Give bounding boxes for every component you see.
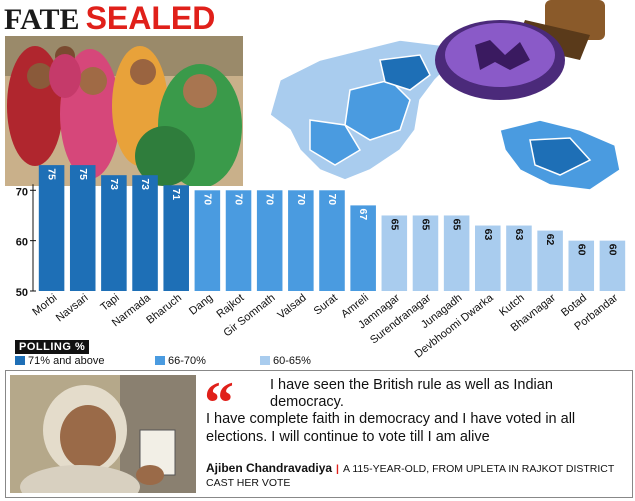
category-label: Navsari: [54, 292, 91, 324]
legend: POLLING % 71% and above 66-70% 60-65%: [5, 340, 425, 370]
bar-morbi: [38, 165, 65, 291]
bar-value-label: 70: [295, 193, 307, 205]
bar-valsad: [288, 190, 314, 291]
bar-value-label: 75: [77, 168, 89, 180]
bar-gir-somnath: [256, 190, 283, 291]
bar-narmada: [132, 175, 158, 291]
polling-chart-svg: 50607075Morbi75Navsari73Tapi73Narmada71B…: [16, 165, 626, 360]
legend-label-high: 71% and above: [28, 355, 105, 367]
bar-value-label: 71: [170, 188, 182, 200]
bar-value-label: 70: [201, 193, 213, 205]
legend-swatch-mid: [155, 356, 165, 365]
bar-value-label: 65: [451, 219, 463, 231]
y-tick-label: 50: [16, 287, 28, 299]
voters-photo: [5, 36, 243, 186]
quote-mark: “: [204, 370, 234, 436]
bar-value-label: 70: [326, 193, 338, 205]
headline-fate: FATE: [4, 3, 80, 36]
bar-tapi: [101, 175, 127, 291]
quote-line-1: I have seen the British rule as well as …: [270, 377, 553, 410]
category-label: Valsad: [275, 292, 308, 322]
legend-title: POLLING %: [15, 340, 90, 354]
category-label: Bharuch: [144, 292, 184, 327]
category-label: Tapi: [98, 292, 121, 314]
bar-surat: [319, 190, 345, 291]
bar-value-label: 70: [264, 193, 276, 205]
bar-botad: [568, 240, 595, 291]
bar-dang: [194, 190, 221, 291]
bar-value-label: 73: [108, 178, 120, 190]
legend-item-low: 60-65%: [260, 355, 311, 367]
headline: FATE SEALED: [4, 0, 216, 36]
voter-portrait: [10, 375, 196, 493]
bar-value-label: 60: [606, 244, 618, 256]
bar-value-label: 73: [139, 178, 151, 190]
bar-navsari: [69, 165, 96, 291]
bar-value-label: 67: [357, 209, 369, 221]
bar-junagadh: [443, 215, 470, 291]
quote-author-description: A 115-YEAR-OLD, FROM UPLETA IN RAJKOT DI…: [206, 463, 615, 489]
bar-value-label: 65: [388, 219, 400, 231]
bar-surendranagar: [412, 215, 439, 291]
quote-author-name: Ajiben Chandravadiya: [206, 461, 333, 475]
bar-jamnagar: [381, 215, 408, 291]
legend-swatch-low: [260, 356, 270, 365]
attribution-divider: |: [336, 463, 339, 475]
stamp-illustration: [415, 0, 635, 120]
stamp-graphic: [435, 0, 605, 100]
bar-bharuch: [163, 185, 189, 291]
quote-box: “ I have seen the British rule as well a…: [5, 370, 633, 498]
bar-value-label: 63: [482, 229, 494, 241]
category-label: Surat: [312, 292, 340, 318]
quote-body: I have complete faith in democracy and I…: [206, 411, 576, 445]
bar-kutch: [506, 225, 532, 291]
legend-label-low: 60-65%: [273, 355, 311, 367]
quote-attribution: Ajiben Chandravadiya | A 115-YEAR-OLD, FRO…: [206, 461, 626, 490]
bar-value-label: 70: [233, 193, 245, 205]
bar-value-label: 62: [544, 234, 556, 246]
bar-value-label: 60: [575, 244, 587, 256]
bar-bhavnagar: [537, 230, 563, 291]
legend-swatch-high: [15, 356, 25, 365]
voters-photo-illustration: [5, 36, 243, 186]
bar-value-label: 65: [419, 219, 431, 231]
legend-item-mid: 66-70%: [155, 355, 206, 367]
bar-value-label: 63: [513, 229, 525, 241]
y-tick-label: 60: [16, 237, 28, 249]
legend-item-high: 71% and above: [15, 355, 104, 367]
bar-amreli: [350, 205, 376, 291]
bar-value-label: 75: [46, 168, 58, 180]
headline-sealed: SEALED: [85, 0, 216, 36]
gujarat-map-illustration: [269, 39, 621, 191]
voter-portrait-illustration: [10, 375, 196, 493]
bar-devbhoomi-dwarka: [475, 225, 501, 291]
category-label: Dang: [187, 292, 215, 318]
y-tick-label: 70: [16, 186, 28, 198]
bar-porbandar: [599, 240, 626, 291]
polling-chart: 50 60 70 75 Morbi 75 Navsari 73 Tapi 73 Narmada 71 B…: [0, 150, 635, 365]
gujarat-map: [250, 20, 635, 200]
bar-rajkot: [225, 190, 252, 291]
legend-label-mid: 66-70%: [168, 355, 206, 367]
